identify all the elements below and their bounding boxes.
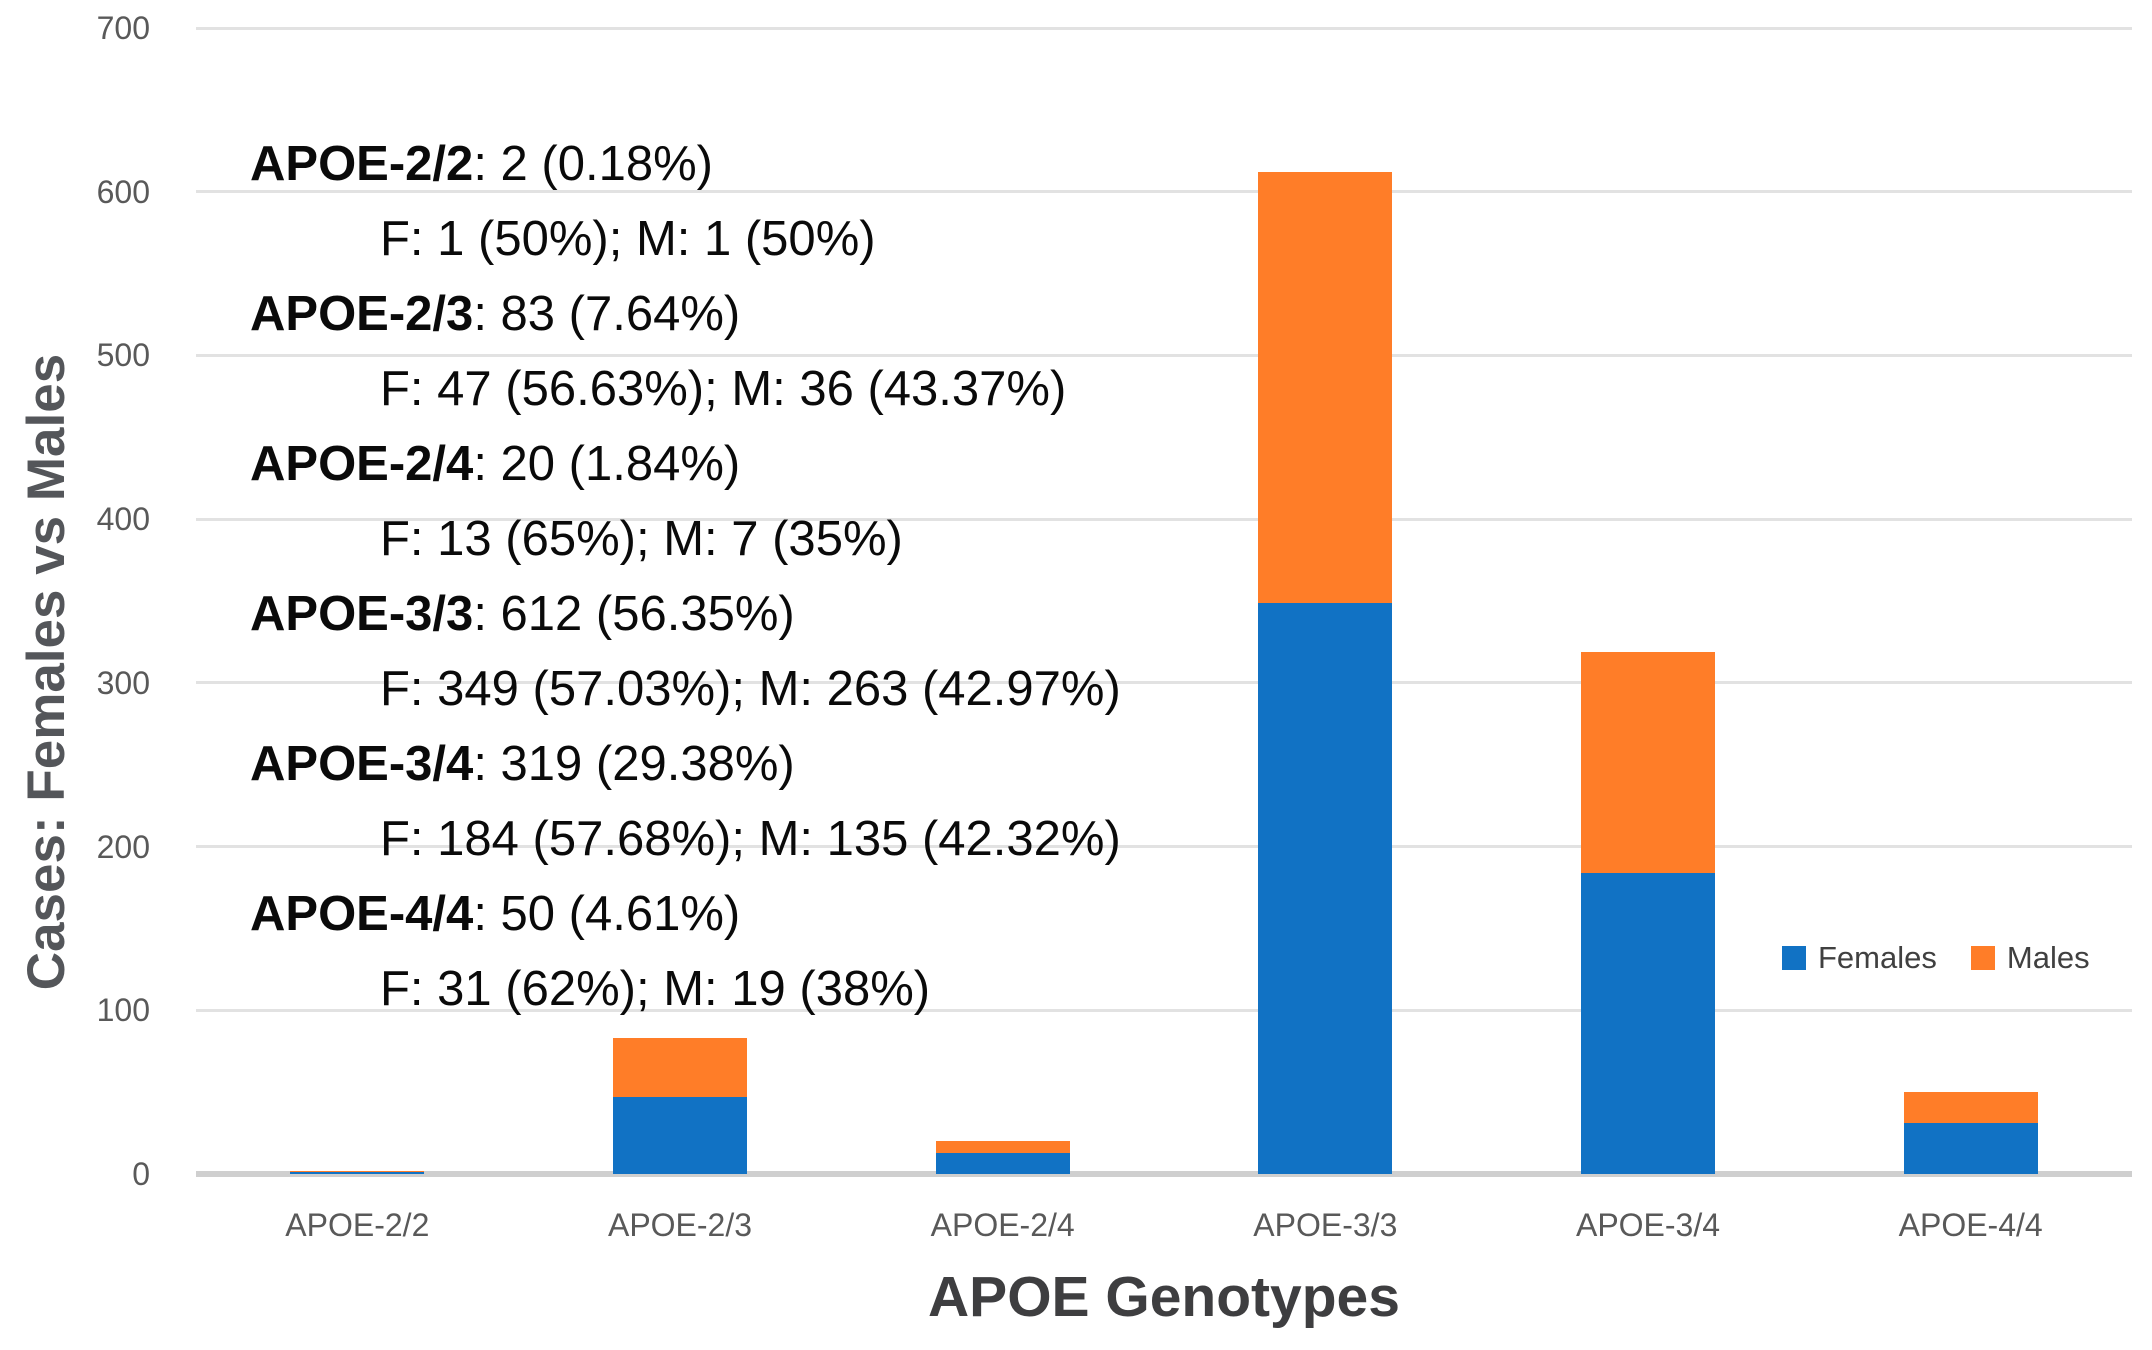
annotation-summary: : 319 (29.38%)	[473, 737, 795, 791]
annotation-genotype: APOE-3/4	[250, 737, 474, 791]
gridline	[196, 1008, 2132, 1012]
plot-area	[196, 26, 2132, 1177]
x-tick-label: APOE-4/4	[1898, 1207, 2043, 1243]
y-tick-label: 700	[96, 10, 150, 46]
annotation-summary: : 20 (1.84%)	[473, 437, 741, 491]
legend-swatch-icon	[1782, 945, 1806, 970]
annotation-detail: F: 349 (57.03%); M: 263 (42.97%)	[380, 662, 1121, 716]
bar-segment-females	[1258, 602, 1393, 1174]
annotation-genotype: APOE-2/3	[250, 287, 474, 341]
gridline	[196, 353, 2132, 357]
bar-segment-males	[1258, 172, 1393, 603]
bar-segment-females	[1581, 872, 1715, 1174]
legend-swatch-icon	[1970, 945, 1995, 970]
annotation-summary: : 50 (4.61%)	[473, 887, 741, 941]
bar-segment-females	[290, 1172, 425, 1174]
x-tick-label: APOE-2/3	[607, 1207, 753, 1243]
gridline	[196, 681, 2132, 685]
bar-apoe-4/4	[1903, 28, 2038, 1174]
legend-label: Males	[2006, 940, 2090, 975]
gridline	[196, 190, 2132, 194]
annotation-heading: APOE-2/2: 2 (0.18%)	[250, 127, 1121, 202]
y-tick-label: 400	[96, 501, 150, 538]
annotation-detail: F: 13 (65%); M: 7 (35%)	[380, 512, 903, 566]
bar-segment-males	[1581, 651, 1715, 873]
bar-apoe-2/3	[613, 28, 747, 1174]
legend-item-males: Males	[1970, 940, 2090, 975]
bar-segment-females	[613, 1097, 747, 1174]
annotation-detail: F: 31 (62%); M: 19 (38%)	[380, 962, 931, 1016]
annotation-detail: F: 47 (56.63%); M: 36 (43.37%)	[380, 362, 1067, 416]
bar-segment-females	[1903, 1123, 2038, 1174]
annotation-heading: APOE-2/3: 83 (7.64%)	[250, 277, 1121, 352]
y-tick-label: 100	[96, 992, 150, 1029]
bar-segment-males	[935, 1141, 1070, 1153]
annotation-genotype: APOE-3/3	[250, 587, 474, 641]
annotation-genotype: APOE-2/4	[250, 437, 474, 491]
x-tick-label: APOE-3/3	[1253, 1207, 1398, 1243]
legend-item-females: Females	[1782, 942, 1937, 973]
gridline	[196, 26, 2132, 30]
bar-segment-males	[290, 1170, 425, 1173]
bar-apoe-3/3	[1258, 28, 1393, 1174]
bar-segment-females	[935, 1152, 1070, 1174]
bar-apoe-2/4	[935, 28, 1070, 1174]
gridline	[196, 845, 2132, 849]
annotation-summary: : 612 (56.35%)	[473, 587, 795, 641]
x-axis-title: APOE Genotypes	[928, 1265, 1400, 1329]
gridline	[196, 517, 2132, 521]
x-tick-label: APOE-3/4	[1575, 1207, 1721, 1243]
annotation-summary: : 2 (0.18%)	[473, 137, 713, 191]
y-tick-label: 0	[132, 1156, 150, 1192]
bar-segment-males	[1903, 1092, 2038, 1124]
legend-label: Females	[1818, 940, 1937, 975]
x-tick-label: APOE-2/2	[285, 1207, 430, 1243]
annotation-heading: APOE-3/3: 612 (56.35%)	[250, 577, 1121, 652]
bar-apoe-2/2	[290, 28, 425, 1174]
y-tick-label: 300	[96, 664, 150, 701]
chart-legend: Females Males	[1782, 942, 2090, 973]
annotation-detail: F: 1 (50%); M: 1 (50%)	[380, 212, 876, 266]
annotation-heading: APOE-2/4: 20 (1.84%)	[250, 427, 1121, 502]
y-tick-label: 200	[96, 828, 150, 865]
stats-annotation-block: APOE-2/2: 2 (0.18%) F: 1 (50%); M: 1 (50%…	[250, 127, 1121, 1027]
y-tick-label: 600	[96, 173, 150, 210]
x-axis-line	[196, 1171, 2132, 1177]
y-tick-label: 500	[96, 337, 150, 374]
annotation-genotype: APOE-4/4	[250, 887, 474, 941]
annotation-heading: APOE-4/4: 50 (4.61%)	[250, 877, 1121, 952]
bar-segment-males	[613, 1038, 747, 1098]
annotation-heading: APOE-3/4: 319 (29.38%)	[250, 727, 1121, 802]
annotation-detail: F: 184 (57.68%); M: 135 (42.32%)	[380, 812, 1121, 866]
bar-apoe-3/4	[1581, 28, 1715, 1174]
annotation-genotype: APOE-2/2	[250, 137, 474, 191]
annotation-summary: : 83 (7.64%)	[473, 287, 741, 341]
x-tick-label: APOE-2/4	[930, 1207, 1075, 1243]
